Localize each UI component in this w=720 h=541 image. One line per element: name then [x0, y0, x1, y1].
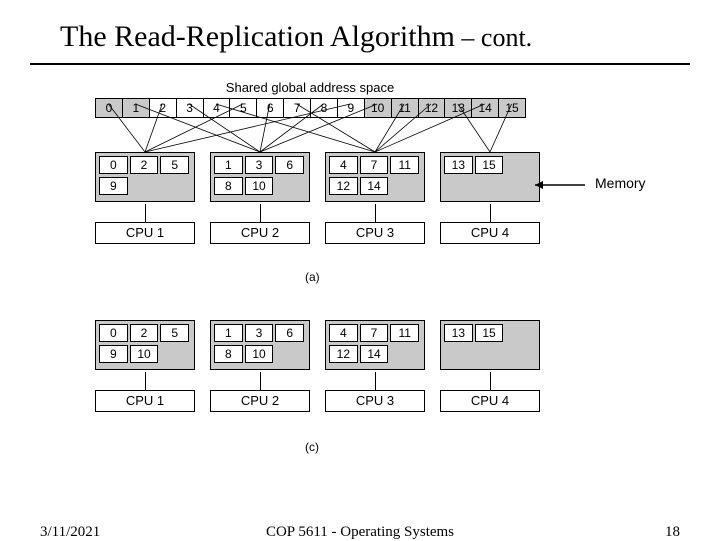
memory-cell: 4: [329, 156, 358, 174]
slide-title: The Read-Replication Algorithm – cont.: [0, 0, 720, 59]
memory-cell: 0: [99, 324, 128, 342]
memory-cell: 11: [390, 156, 419, 174]
memory-cell: 3: [245, 156, 274, 174]
connector-line: [375, 204, 376, 222]
memory-row: 910: [99, 345, 191, 363]
memory-cell: 14: [360, 345, 389, 363]
cpu-box: CPU 2: [210, 390, 310, 412]
connector-line: [145, 204, 146, 222]
memory-row: 136: [214, 324, 306, 342]
connector-line: [145, 372, 146, 390]
memory-cell: 15: [475, 324, 504, 342]
memory-cell: 1: [214, 156, 243, 174]
memory-cell: 7: [360, 324, 389, 342]
memory-block: 1315: [440, 320, 540, 370]
memory-cell: 5: [160, 324, 189, 342]
cpu-box: CPU 2: [210, 222, 310, 244]
memory-cell: 5: [160, 156, 189, 174]
memory-row: 810: [214, 345, 306, 363]
shared-label: Shared global address space: [95, 80, 525, 95]
memory-cell: 9: [99, 345, 128, 363]
memory-cell: 11: [390, 324, 419, 342]
memory-cell: 8: [214, 345, 243, 363]
cpu-box: CPU 1: [95, 222, 195, 244]
memory-label: Memory: [595, 175, 646, 191]
cpu-box: CPU 1: [95, 390, 195, 412]
figure-c-label: (c): [305, 440, 319, 454]
memory-block: 025 9: [95, 152, 195, 202]
memory-row: 9: [99, 177, 191, 195]
memory-row: 4711: [329, 324, 421, 342]
memory-cell: 4: [329, 324, 358, 342]
memory-row: 1315: [444, 156, 536, 174]
memory-cell: 10: [245, 177, 274, 195]
memory-row: 1214: [329, 345, 421, 363]
memory-row: 136: [214, 156, 306, 174]
memory-cell: 2: [130, 324, 159, 342]
memory-block: 4711 1214: [325, 320, 425, 370]
memory-cell: 13: [444, 156, 473, 174]
title-main: The Read-Replication Algorithm: [60, 20, 455, 53]
memory-cell: 10: [130, 345, 159, 363]
title-cont: – cont.: [455, 23, 532, 52]
footer-course: COP 5611 - Operating Systems: [0, 524, 720, 541]
connector-line: [375, 372, 376, 390]
memory-row: [444, 345, 536, 363]
memory-block: 136 810: [210, 152, 310, 202]
memory-cell: 12: [329, 177, 358, 195]
memory-cell: 0: [99, 156, 128, 174]
memory-block: 136 810: [210, 320, 310, 370]
figure-a-label: (a): [305, 270, 320, 284]
memory-cell: 13: [444, 324, 473, 342]
memory-cell: 9: [99, 177, 128, 195]
memory-row: 1214: [329, 177, 421, 195]
memory-row: 025: [99, 156, 191, 174]
memory-row: 1315: [444, 324, 536, 342]
cpu-box: CPU 3: [325, 222, 425, 244]
memory-arrow-icon: [525, 175, 595, 195]
cpu-box: CPU 4: [440, 390, 540, 412]
memory-cell: 6: [275, 156, 304, 174]
memory-cell: 1: [214, 324, 243, 342]
memory-row: 810: [214, 177, 306, 195]
cpu-box: CPU 3: [325, 390, 425, 412]
connector-line: [260, 204, 261, 222]
memory-cell: 2: [130, 156, 159, 174]
memory-cell: 12: [329, 345, 358, 363]
memory-cell: 6: [275, 324, 304, 342]
diagram-area: Shared global address space 012345678910…: [95, 80, 525, 120]
connector-line: [490, 372, 491, 390]
memory-cell: 15: [475, 156, 504, 174]
memory-cell: 10: [245, 345, 274, 363]
memory-cell: 3: [245, 324, 274, 342]
memory-cell: 14: [360, 177, 389, 195]
memory-row: 025: [99, 324, 191, 342]
memory-row: [444, 177, 536, 195]
connector-line: [260, 372, 261, 390]
memory-cell: 7: [360, 156, 389, 174]
cpu-box: CPU 4: [440, 222, 540, 244]
memory-cell: 8: [214, 177, 243, 195]
memory-block: 4711 1214: [325, 152, 425, 202]
footer-page: 18: [665, 524, 680, 541]
title-divider: [30, 63, 690, 65]
memory-row: 4711: [329, 156, 421, 174]
memory-block: 025 910: [95, 320, 195, 370]
connector-line: [490, 204, 491, 222]
